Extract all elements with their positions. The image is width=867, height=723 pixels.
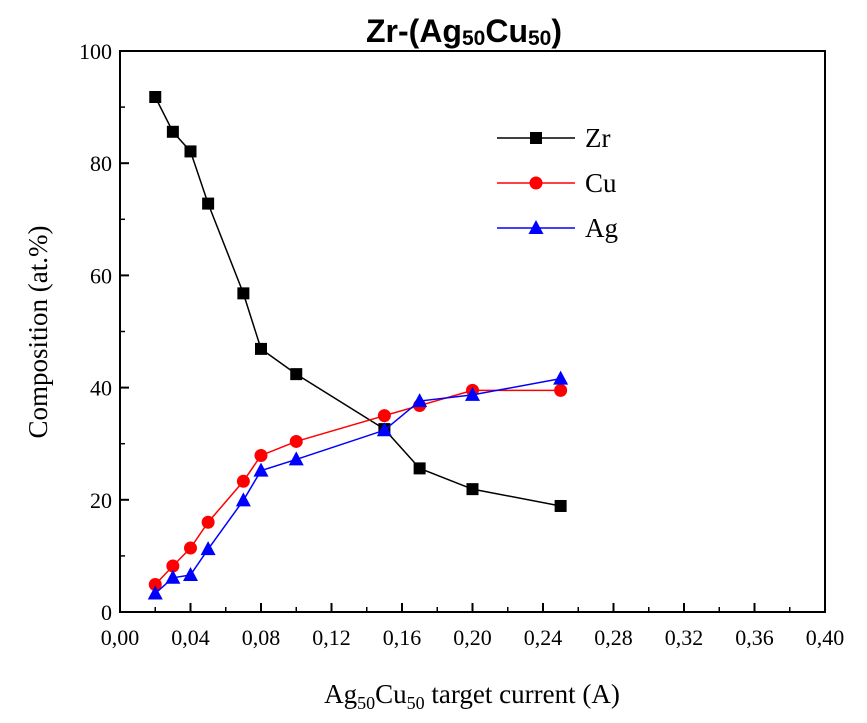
x-tick-label: 0,00 — [101, 625, 140, 650]
x-tick-label: 0,20 — [453, 625, 492, 650]
data-point-square — [255, 342, 267, 355]
data-point-triangle — [412, 393, 428, 408]
data-point-triangle — [288, 451, 304, 466]
legend-label: Ag — [585, 213, 618, 243]
data-point-circle — [148, 578, 162, 592]
plot-series — [147, 91, 569, 600]
data-point-triangle — [465, 386, 480, 401]
data-point-square — [184, 145, 197, 158]
x-tick-label: 0,32 — [665, 625, 704, 650]
y-axis: 0 20 40 60 80 100 — [79, 39, 129, 625]
y-tick-label: 20 — [90, 488, 112, 513]
legend-entry-cu: Cu — [497, 168, 617, 198]
data-point-square — [466, 483, 479, 496]
plot-frame — [119, 50, 826, 613]
data-point-square — [166, 125, 179, 138]
x-tick-label: 0,36 — [735, 625, 774, 650]
legend-entry-zr: Zr — [497, 123, 610, 153]
data-point-triangle — [147, 585, 163, 600]
data-point-circle — [201, 515, 215, 529]
legend: Zr Cu Ag — [497, 123, 618, 243]
x-tick-label: 0,08 — [242, 625, 281, 650]
data-point-triangle — [165, 569, 181, 584]
x-tick-label: 0,12 — [312, 625, 351, 650]
x-tick-label: 0,28 — [594, 625, 633, 650]
data-point-square — [554, 499, 567, 512]
data-point-square — [413, 462, 426, 475]
data-point-triangle — [553, 370, 569, 385]
data-point-circle — [166, 559, 180, 573]
y-tick-label: 0 — [101, 600, 112, 625]
data-point-triangle — [253, 462, 269, 477]
series-ag — [147, 370, 569, 600]
legend-label: Zr — [585, 123, 610, 153]
legend-entry-ag: Ag — [497, 213, 618, 243]
x-axis: 0,00 0,04 0,08 0,12 0,16 0,20 0,24 0,28 0,32 0,36… — [101, 603, 845, 650]
data-point-circle — [254, 448, 268, 462]
x-tick-label: 0,04 — [171, 625, 210, 650]
x-tick-label: 0,24 — [524, 625, 563, 650]
chart-title: Zr-(Ag50Cu50) — [366, 13, 562, 50]
data-point-square — [290, 368, 303, 381]
series-line — [154, 96, 561, 507]
data-point-circle — [554, 383, 568, 397]
x-tick-label: 0,40 — [806, 625, 845, 650]
data-point-square — [530, 132, 542, 144]
series-cu — [148, 383, 568, 592]
data-point-triangle — [235, 492, 251, 507]
data-point-circle — [289, 434, 303, 448]
data-point-triangle — [528, 220, 544, 234]
data-point-circle — [236, 474, 250, 488]
x-tick-label: 0,16 — [383, 625, 422, 650]
y-tick-label: 100 — [79, 39, 112, 64]
series-line — [154, 377, 561, 595]
data-point-square — [237, 287, 250, 300]
data-point-triangle — [200, 541, 216, 556]
data-point-triangle — [183, 566, 198, 581]
legend-label: Cu — [585, 168, 617, 198]
series-zr — [149, 91, 567, 512]
series-line — [154, 389, 561, 586]
data-point-triangle — [376, 422, 392, 437]
data-point-circle — [377, 409, 391, 423]
data-point-square — [202, 197, 215, 210]
y-tick-label: 40 — [90, 376, 112, 401]
y-tick-label: 60 — [90, 263, 112, 288]
y-tick-label: 80 — [90, 151, 112, 176]
y-axis-label: Composition (at.%) — [23, 226, 53, 439]
data-point-circle — [529, 176, 543, 190]
data-point-circle — [184, 541, 197, 555]
data-point-square — [149, 91, 162, 104]
x-axis-label: Ag50Cu50 target current (A) — [324, 679, 620, 713]
